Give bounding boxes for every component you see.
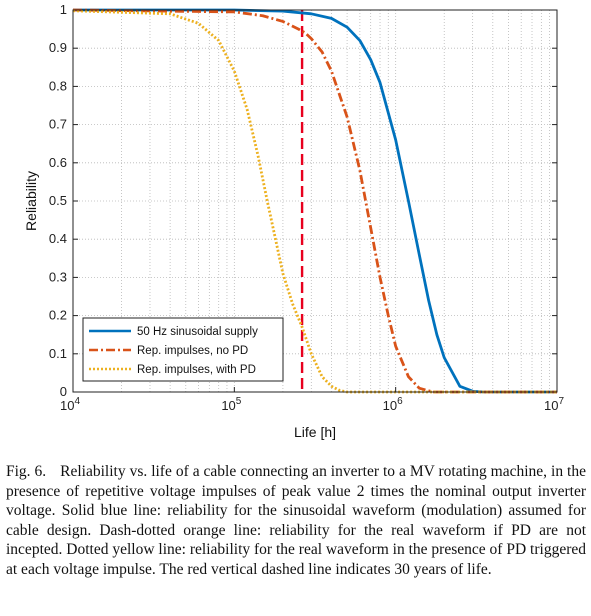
- x-tick-label: 107: [544, 396, 564, 413]
- y-tick-label: 0.4: [49, 231, 67, 246]
- series-line-3: [72, 9, 557, 394]
- x-tick-label: 105: [221, 396, 241, 413]
- y-tick-label: 0.6: [49, 155, 67, 170]
- figure-caption: Fig. 6. Reliability vs. life of a cable c…: [6, 462, 586, 579]
- legend-box: [82, 317, 284, 382]
- y-tick-label: 0.7: [49, 117, 67, 132]
- y-tick-label: 0.9: [49, 40, 67, 55]
- series-line-2: [72, 8, 557, 394]
- legend: 50 Hz sinusoidal supply Rep. impulses, no…: [82, 317, 284, 382]
- ticks: 104 105 106 107 0 0.1 0.2 0.3 0.4 0.5 0.6 0.7 0.8 0.9…: [49, 2, 565, 413]
- y-axis-label: Reliability: [23, 171, 39, 231]
- x-tick-label: 106: [383, 396, 403, 413]
- legend-label: 50 Hz sinusoidal supply: [137, 326, 258, 338]
- y-tick-label: 0.5: [49, 193, 67, 208]
- caption-label: Fig. 6.: [6, 463, 47, 480]
- y-tick-label: 0: [60, 384, 67, 399]
- reliability-chart: 104 105 106 107 0 0.1 0.2 0.3 0.4 0.5 0.6 0.7 0.8 0.9…: [23, 2, 565, 440]
- caption-text: Reliability vs. life of a cable connecti…: [6, 463, 586, 578]
- legend-label: Rep. impulses, with PD: [137, 364, 256, 376]
- series-layer: [72, 8, 557, 394]
- y-tick-label: 0.3: [49, 269, 67, 284]
- series-line-1: [73, 8, 557, 394]
- y-tick-label: 0.2: [49, 308, 67, 323]
- legend-label: Rep. impulses, no PD: [137, 345, 248, 357]
- y-tick-label: 1: [60, 2, 67, 17]
- y-tick-label: 0.1: [49, 346, 67, 361]
- y-tick-label: 0.8: [49, 78, 67, 93]
- x-tick-label: 104: [60, 396, 80, 413]
- x-axis-label: Life [h]: [294, 424, 336, 440]
